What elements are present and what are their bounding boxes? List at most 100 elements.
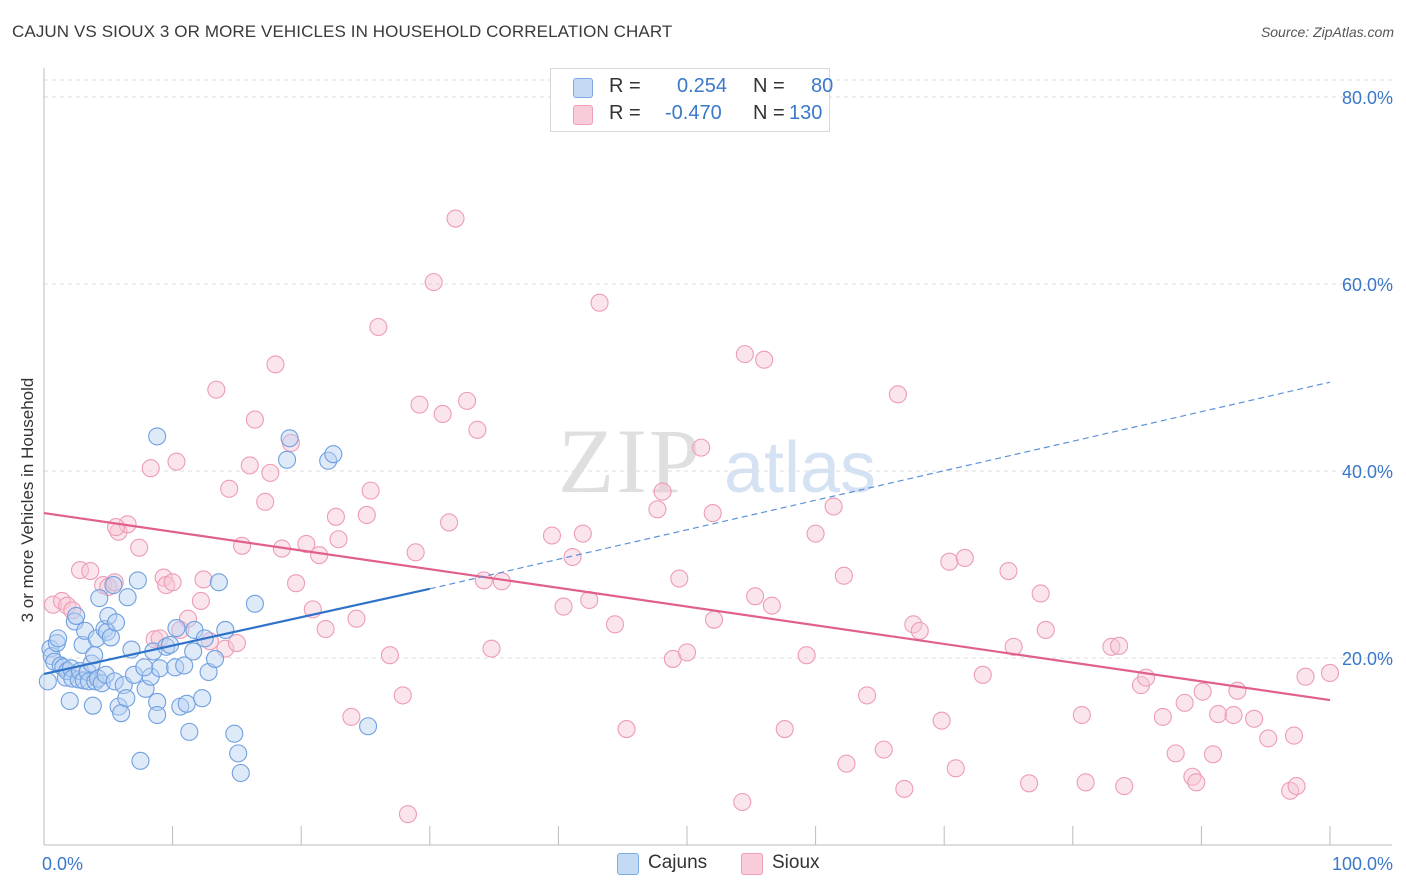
chart-source: Source: ZipAtlas.com — [1260, 24, 1394, 40]
sioux-point — [703, 504, 722, 523]
sioux-point — [648, 500, 667, 519]
sioux-point — [554, 597, 573, 616]
sioux-point — [1115, 777, 1134, 796]
y-tick-label: 80.0% — [1342, 88, 1393, 108]
sioux-point — [573, 524, 592, 543]
sioux-point — [458, 391, 477, 410]
cajun-point — [49, 629, 68, 648]
cajun-point — [90, 589, 109, 608]
cajun-point — [193, 689, 212, 708]
cajun-point — [99, 606, 118, 625]
svg-text:atlas: atlas — [724, 428, 876, 508]
cajun-point — [278, 450, 297, 469]
cajun-point — [128, 571, 147, 590]
sioux-point — [369, 317, 388, 337]
sioux-point — [677, 643, 697, 662]
sioux-point — [806, 524, 825, 543]
cajun-point — [118, 588, 137, 607]
sioux-point — [1110, 636, 1129, 655]
sioux-point — [542, 526, 562, 545]
legend-swatch-sioux — [573, 105, 593, 125]
sioux-point — [1203, 745, 1223, 764]
legend-r-value: 0.254 — [677, 75, 728, 97]
series-swatch-cajuns — [617, 853, 639, 875]
sioux-point — [824, 497, 843, 516]
sioux-trend-line — [43, 511, 1331, 702]
cajun-point — [104, 576, 123, 595]
sioux-point — [874, 740, 893, 759]
cajun-point — [67, 606, 86, 625]
series-label-cajuns: Cajuns — [648, 852, 708, 873]
legend-r-label: R = — [609, 102, 641, 124]
sioux-point — [163, 573, 182, 592]
y-axis-label-container: 3 or more Vehicles in Household — [8, 260, 48, 740]
sioux-point — [1259, 729, 1278, 748]
sioux-point — [380, 646, 399, 665]
cajun-point — [105, 672, 124, 691]
sioux-point — [955, 548, 974, 568]
sioux-point — [834, 566, 853, 585]
sioux-point — [1245, 709, 1264, 728]
sioux-point — [590, 293, 609, 312]
sioux-point — [1296, 667, 1315, 686]
sioux-point — [106, 518, 126, 537]
sioux-point — [1153, 707, 1172, 726]
sioux-point — [297, 534, 316, 553]
cajun-point — [86, 672, 105, 691]
legend-n-value: 80 — [811, 75, 834, 97]
sioux-point — [245, 410, 264, 429]
sioux-point — [1187, 773, 1206, 792]
y-tick-label: 60.0% — [1342, 275, 1393, 295]
sioux-point — [797, 646, 816, 665]
sioux-point — [329, 530, 348, 549]
sioux-point — [910, 621, 929, 640]
sioux-point — [1004, 637, 1023, 656]
sioux-point — [1284, 726, 1304, 745]
cajun-point — [184, 642, 203, 661]
sioux-point — [141, 459, 160, 478]
sioux-point — [733, 792, 752, 812]
sioux-point — [240, 456, 259, 475]
sioux-point — [1281, 781, 1300, 800]
cajun-point — [180, 722, 199, 741]
sioux-point — [1320, 663, 1340, 683]
legend-swatch-cajuns — [573, 78, 593, 98]
sioux-point — [1076, 773, 1095, 792]
y-axis-label: 3 or more Vehicles in Household — [18, 377, 37, 623]
legend-n-label: N = — [753, 75, 785, 97]
cajun-point — [96, 665, 115, 684]
sioux-point — [207, 380, 226, 399]
cajun-point — [135, 658, 154, 677]
sioux-point — [433, 404, 452, 424]
legend-n-label: N = — [753, 102, 785, 124]
sioux-point — [605, 615, 625, 634]
cajun-point — [131, 751, 150, 770]
cajun-point — [324, 445, 343, 464]
sioux-point — [1036, 620, 1055, 640]
cajun-point — [65, 612, 84, 631]
sioux-point — [1175, 693, 1194, 712]
legend-n-value: 130 — [789, 102, 823, 124]
sioux-point — [1072, 705, 1091, 725]
tick-labels: 20.0% 40.0% 60.0% 80.0% 0.0% 100.0% — [42, 88, 1393, 874]
series-swatch-sioux — [741, 853, 763, 875]
series-label-sioux: Sioux — [772, 852, 820, 873]
sioux-point — [424, 273, 443, 292]
sioux-point — [342, 707, 361, 726]
sioux-point — [1193, 682, 1212, 701]
sioux-point — [310, 546, 329, 565]
sioux-point — [895, 779, 914, 798]
chart-title: CAJUN VS SIOUX 3 OR MORE VEHICLES IN HOU… — [12, 22, 673, 41]
sioux-point — [1287, 777, 1306, 796]
cajun-point — [359, 717, 378, 736]
sioux-point — [261, 463, 280, 482]
y-tick-label: 20.0% — [1342, 649, 1393, 669]
sioux-point — [154, 568, 173, 587]
sioux-point — [347, 609, 366, 628]
sioux-point — [1209, 705, 1228, 724]
sioux-point — [43, 595, 63, 614]
sioux-point — [410, 395, 429, 414]
sioux-point — [692, 438, 711, 457]
cajun-point — [60, 691, 79, 711]
sioux-point — [316, 619, 335, 639]
